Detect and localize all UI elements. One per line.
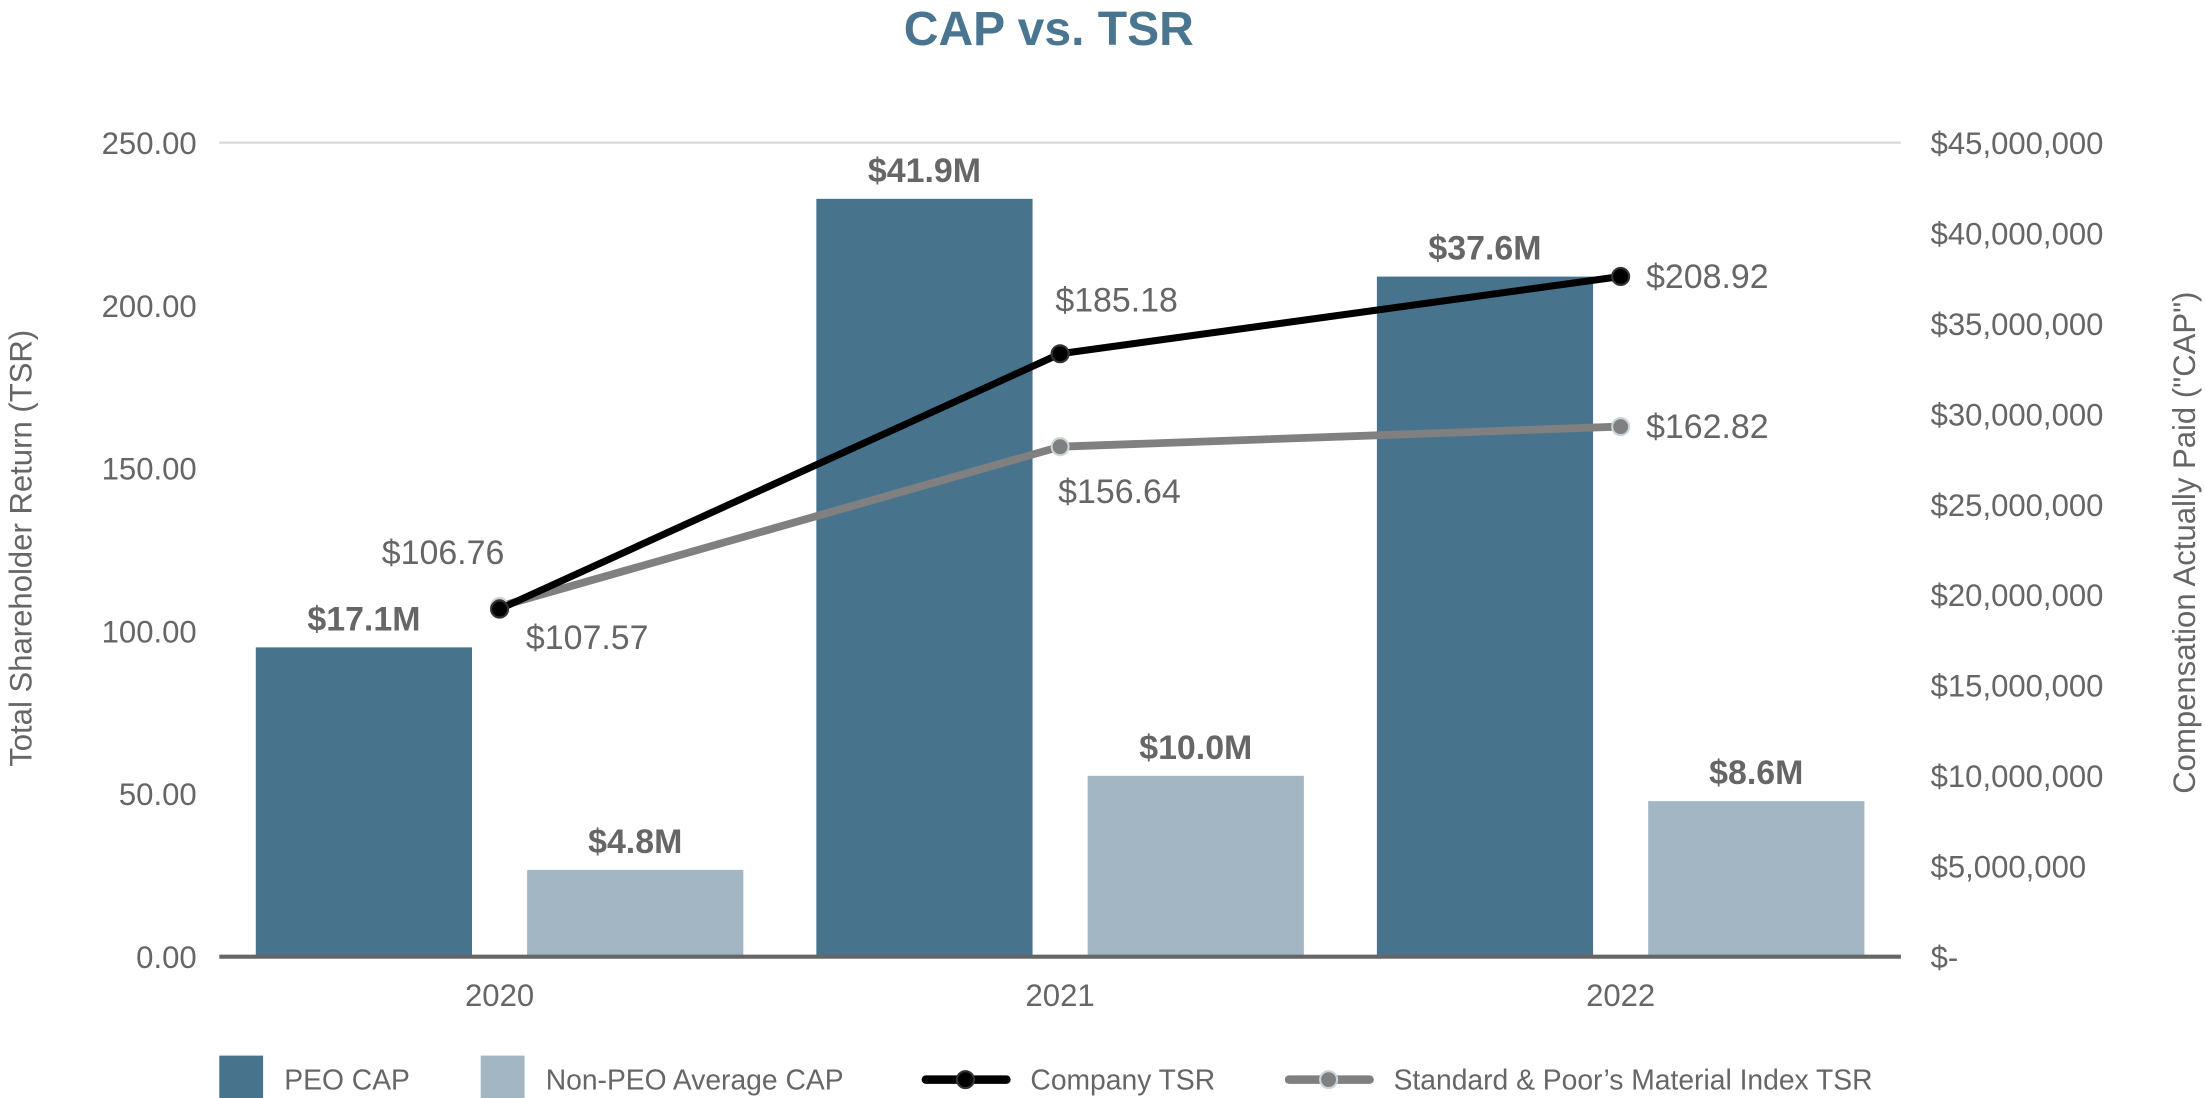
bar-data-label: $41.9M bbox=[868, 152, 981, 190]
right-tick-label: $10,000,000 bbox=[1931, 759, 2104, 794]
legend-label: Company TSR bbox=[1030, 1064, 1215, 1096]
right-tick-label: $15,000,000 bbox=[1931, 669, 2104, 704]
left-tick-label: 50.00 bbox=[119, 777, 197, 812]
bar-data-label: $37.6M bbox=[1428, 230, 1541, 268]
chart-title: CAP vs. TSR bbox=[904, 3, 1194, 56]
bar-data-label: $8.6M bbox=[1709, 754, 1803, 792]
bar-data-label: $17.1M bbox=[307, 600, 420, 638]
plot-area: 0.00 50.00 100.00 150.00 200.00 250.00 $- $5,00… bbox=[102, 126, 2104, 1013]
left-tick-label: 0.00 bbox=[136, 940, 197, 975]
left-tick-label: 150.00 bbox=[102, 452, 197, 487]
right-tick-label: $25,000,000 bbox=[1931, 488, 2104, 523]
right-axis-title: Compensation Actually Paid ("CAP") bbox=[2167, 292, 2202, 794]
line-data-label: $107.57 bbox=[526, 619, 649, 657]
left-tick-label: 250.00 bbox=[102, 126, 197, 161]
line-data-label: $162.82 bbox=[1646, 408, 1769, 446]
line-point bbox=[1050, 437, 1070, 457]
bar-non-peo-cap-2020 bbox=[527, 869, 744, 957]
legend-swatch bbox=[219, 1055, 264, 1098]
right-tick-label: $20,000,000 bbox=[1931, 578, 2104, 613]
legend-marker bbox=[1319, 1070, 1339, 1090]
legend-swatch bbox=[480, 1055, 525, 1098]
right-tick-label: $35,000,000 bbox=[1931, 307, 2104, 342]
right-tick-label: $5,000,000 bbox=[1931, 850, 2087, 885]
line-point bbox=[490, 599, 510, 619]
legend-label: Standard & Poor’s Material Index TSR bbox=[1394, 1064, 1873, 1096]
x-tick-label: 2022 bbox=[1586, 978, 1655, 1013]
bar-peo-cap-2021 bbox=[816, 198, 1033, 957]
left-tick-label: 100.00 bbox=[102, 614, 197, 649]
legend-marker bbox=[955, 1070, 975, 1090]
bar-non-peo-cap-2021 bbox=[1087, 775, 1304, 957]
bar-data-label: $4.8M bbox=[588, 823, 682, 861]
legend-label: Non-PEO Average CAP bbox=[546, 1064, 844, 1096]
x-tick-label: 2021 bbox=[1026, 978, 1095, 1013]
left-axis-title: Total Shareholder Return (TSR) bbox=[3, 330, 38, 767]
line-data-label: $156.64 bbox=[1058, 473, 1181, 511]
legend: PEO CAP Non-PEO Average CAP Company TSR Sta… bbox=[219, 1055, 1873, 1098]
bar-data-label: $10.0M bbox=[1139, 729, 1252, 767]
line-data-label: $106.76 bbox=[382, 534, 505, 572]
legend-label: PEO CAP bbox=[284, 1064, 410, 1096]
x-tick-label: 2020 bbox=[465, 978, 534, 1013]
line-data-label: $208.92 bbox=[1646, 258, 1769, 296]
line-data-label: $185.18 bbox=[1055, 281, 1178, 319]
line-point bbox=[1611, 266, 1631, 287]
right-tick-label: $40,000,000 bbox=[1931, 216, 2104, 251]
right-tick-label: $- bbox=[1931, 940, 1959, 975]
left-tick-label: 200.00 bbox=[102, 289, 197, 324]
line-point bbox=[1050, 344, 1070, 364]
bar-non-peo-cap-2022 bbox=[1648, 801, 1865, 957]
right-tick-label: $45,000,000 bbox=[1931, 126, 2104, 161]
line-point bbox=[1611, 417, 1631, 437]
bar-peo-cap-2020 bbox=[255, 647, 473, 957]
right-tick-label: $30,000,000 bbox=[1931, 397, 2104, 432]
bar-peo-cap-2022 bbox=[1376, 276, 1594, 957]
